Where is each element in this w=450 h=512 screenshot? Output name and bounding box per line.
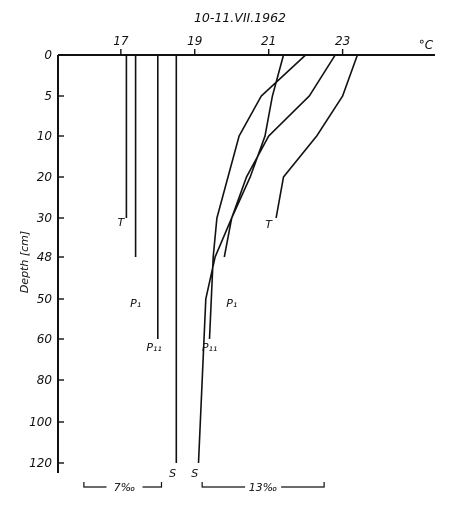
x-tick-label: 19 bbox=[187, 34, 202, 48]
curve-label: P₁₁ bbox=[146, 341, 161, 354]
group-label: 7‰ bbox=[114, 481, 136, 494]
group-bracket-left bbox=[201, 482, 246, 488]
profile-curves bbox=[125, 54, 359, 464]
salinity-group-brackets: 7‰ 13‰ bbox=[83, 481, 325, 494]
curve-p-13 bbox=[223, 54, 336, 258]
group-bracket-left bbox=[83, 482, 107, 488]
axes: 17 19 21 23 0 5 10 20 30 48 50 60 80 100 120 bbox=[29, 34, 435, 473]
y-axis-title: Depth [cm] bbox=[18, 231, 31, 293]
curve-s-13 bbox=[197, 54, 285, 464]
curve-labels: T P₁ P₁₁ S T P₁ P₁₁ S bbox=[117, 216, 273, 480]
x-tick-label: 21 bbox=[261, 34, 276, 48]
group-bracket-right bbox=[142, 482, 163, 488]
y-tick-label: 30 bbox=[37, 211, 53, 225]
y-tick-label: 48 bbox=[37, 250, 53, 264]
chart-title: 10-11.VII.1962 bbox=[194, 10, 286, 25]
curve-t-13 bbox=[275, 54, 359, 219]
y-tick-label: 100 bbox=[29, 415, 52, 429]
y-tick-label: 60 bbox=[37, 332, 53, 346]
x-axis-unit: °C bbox=[419, 38, 434, 52]
y-tick-label: 0 bbox=[44, 48, 52, 62]
y-tick-label: 20 bbox=[37, 170, 53, 184]
curve-p-13 bbox=[208, 54, 307, 340]
y-tick-label: 120 bbox=[29, 456, 52, 470]
group-bracket-right bbox=[281, 482, 325, 488]
y-tick-label: 10 bbox=[37, 129, 53, 143]
curve-label: P₁ bbox=[226, 297, 237, 310]
curve-label: S bbox=[191, 467, 198, 480]
curve-label: P₁ bbox=[130, 297, 141, 310]
curve-label: T bbox=[265, 218, 273, 231]
x-tick-label: 23 bbox=[335, 34, 350, 48]
curve-label: S bbox=[169, 467, 176, 480]
group-label: 13‰ bbox=[249, 481, 278, 494]
x-tick-label: 17 bbox=[113, 34, 129, 48]
y-tick-label: 5 bbox=[44, 89, 52, 103]
curve-label: P₁₁ bbox=[202, 341, 217, 354]
y-tick-label: 80 bbox=[37, 373, 53, 387]
curve-label: T bbox=[117, 216, 125, 229]
y-tick-label: 50 bbox=[37, 292, 53, 306]
